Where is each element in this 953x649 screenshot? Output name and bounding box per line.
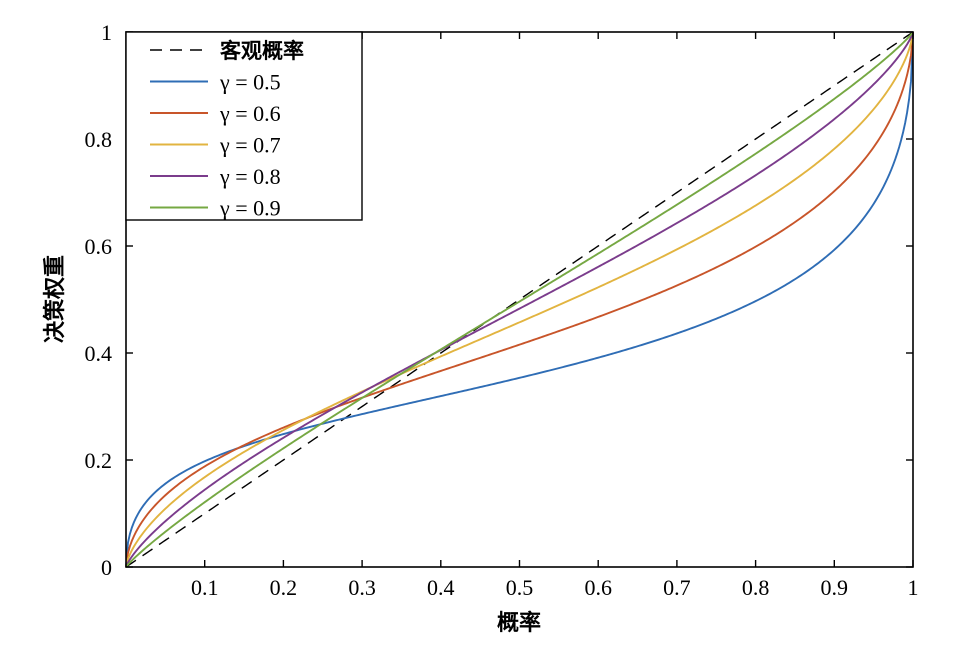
legend-label-3: γ = 0.7 bbox=[219, 133, 281, 158]
y-tick-label: 0.8 bbox=[85, 127, 113, 152]
x-tick-label: 0.4 bbox=[427, 575, 455, 600]
legend-label-2: γ = 0.6 bbox=[219, 101, 281, 126]
legend-label-1: γ = 0.5 bbox=[219, 70, 281, 95]
x-tick-label: 0.8 bbox=[742, 575, 770, 600]
x-tick-label: 0.6 bbox=[584, 575, 612, 600]
legend-label-4: γ = 0.8 bbox=[219, 164, 281, 189]
legend-box bbox=[125, 31, 363, 221]
x-tick-label: 0.1 bbox=[191, 575, 219, 600]
series-line-5 bbox=[125, 31, 914, 568]
series-line-1 bbox=[125, 31, 914, 568]
legend-label-5: γ = 0.9 bbox=[219, 196, 281, 221]
series-line-4 bbox=[125, 31, 914, 568]
legend: 客观概率 γ = 0.5 γ = 0.6 γ = 0.7 γ = 0.8 γ = 0.9 bbox=[125, 31, 363, 221]
y-tick-label: 0.2 bbox=[85, 448, 113, 473]
series-line-3 bbox=[125, 31, 914, 568]
y-tick-label: 1 bbox=[101, 20, 112, 45]
x-tick-label: 0.9 bbox=[821, 575, 849, 600]
y-tick-label: 0.4 bbox=[85, 341, 113, 366]
x-tick-label: 0.7 bbox=[663, 575, 691, 600]
curves-layer bbox=[125, 31, 914, 568]
x-tick-label: 0.2 bbox=[270, 575, 298, 600]
x-axis-label: 概率 bbox=[497, 610, 541, 636]
x-tick-label: 0.5 bbox=[506, 575, 534, 600]
ticks-layer: 0.1 0.2 0.3 0.4 0.5 0.6 0.7 0.8 0.9 1 0 0.2 0.4 0.6 0.… bbox=[85, 20, 919, 600]
x-tick-label: 1 bbox=[908, 575, 919, 600]
y-tick-label: 0.6 bbox=[85, 234, 113, 259]
y-axis-label: 决策权重 bbox=[42, 255, 68, 343]
series-line-2 bbox=[125, 31, 914, 568]
y-tick-label: 0 bbox=[101, 555, 112, 580]
legend-label-0: 客观概率 bbox=[220, 39, 304, 63]
x-tick-label: 0.3 bbox=[348, 575, 376, 600]
